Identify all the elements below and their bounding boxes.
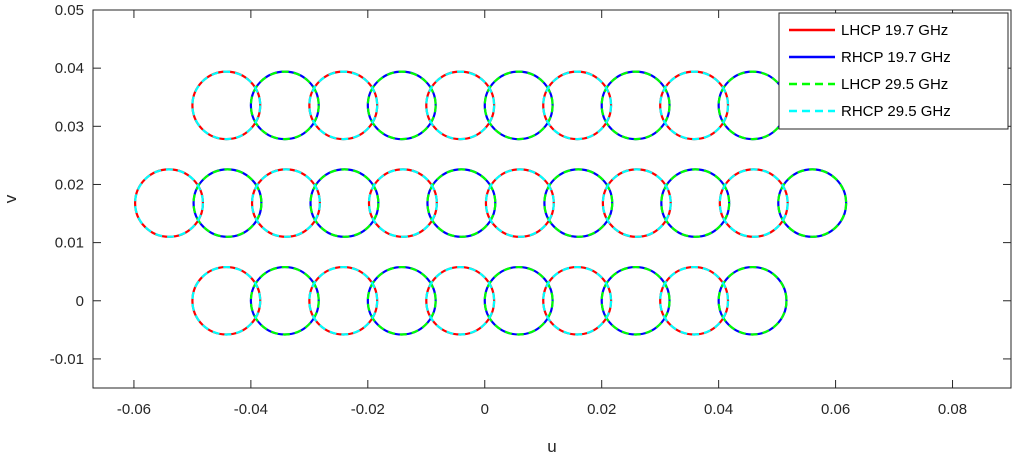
- beam-circle: [717, 265, 788, 336]
- y-tick-label: 0.04: [55, 60, 84, 77]
- x-tick-label: 0: [481, 401, 489, 418]
- legend-entry: RHCP 19.7 GHz: [841, 49, 951, 66]
- axes-box: [92, 9, 1012, 389]
- x-tick-label: 0.08: [938, 401, 967, 418]
- beam-circle: [425, 265, 496, 336]
- beam-circle: [367, 168, 438, 238]
- beam-circle: [249, 265, 320, 336]
- beam-circle: [484, 168, 555, 238]
- beam-circle: [366, 265, 437, 336]
- beam-circle: [483, 70, 554, 141]
- beam-circle: [250, 168, 321, 238]
- beam-circle: [191, 70, 262, 141]
- beam-circle: [133, 168, 205, 238]
- beam-circle: [600, 70, 671, 141]
- beam-circle: [425, 70, 496, 141]
- beam-circle: [600, 265, 671, 336]
- beam-circle: [601, 168, 672, 238]
- beam-circle: [426, 168, 497, 238]
- x-axis-label: u: [547, 437, 556, 456]
- beam-circle: [308, 70, 379, 141]
- beam-circle: [777, 168, 848, 238]
- beam-circles: [133, 70, 848, 336]
- x-tick-label: 0.04: [704, 401, 733, 418]
- y-tick-label: 0: [76, 293, 84, 310]
- beam-circle: [542, 265, 613, 336]
- beam-circle: [308, 265, 379, 336]
- legend-box: [778, 12, 1009, 130]
- beam-circle: [718, 168, 789, 238]
- x-axis-ticks: -0.06 -0.04 -0.02 0 0.02 0.04 0.06 0.08: [117, 10, 967, 418]
- y-tick-label: 0.05: [55, 2, 84, 19]
- y-tick-label: 0.02: [55, 176, 84, 193]
- beam-circle: [309, 168, 380, 238]
- beam-circle: [542, 70, 613, 141]
- beam-circle: [366, 70, 437, 141]
- legend-entry: LHCP 19.7 GHz: [841, 22, 948, 39]
- legend: LHCP 19.7 GHz RHCP 19.7 GHz LHCP 29.5 GHz R…: [778, 12, 1009, 130]
- y-tick-label: 0.03: [55, 118, 84, 135]
- x-tick-label: -0.04: [234, 401, 268, 418]
- legend-entry: RHCP 29.5 GHz: [841, 103, 951, 120]
- y-tick-label: 0.01: [55, 235, 84, 252]
- series-2: [192, 70, 848, 336]
- beam-circle: [191, 265, 262, 336]
- x-tick-label: 0.02: [587, 401, 616, 418]
- legend-entry: LHCP 29.5 GHz: [841, 76, 948, 93]
- x-tick-label: -0.02: [351, 401, 385, 418]
- beam-circle: [659, 70, 730, 141]
- beam-circle: [192, 168, 263, 238]
- beam-circle: [483, 265, 554, 336]
- x-tick-label: 0.06: [821, 401, 850, 418]
- y-axis-label: v: [1, 194, 20, 203]
- beam-circle: [659, 265, 730, 336]
- x-tick-label: -0.06: [117, 401, 151, 418]
- beam-circle: [543, 168, 614, 238]
- y-axis-ticks: -0.01 0 0.01 0.02 0.03 0.04 0.05: [50, 2, 1011, 368]
- series-3: [133, 70, 789, 336]
- beam-circle: [660, 168, 731, 238]
- y-tick-label: -0.01: [50, 351, 84, 368]
- beam-circle: [249, 70, 320, 141]
